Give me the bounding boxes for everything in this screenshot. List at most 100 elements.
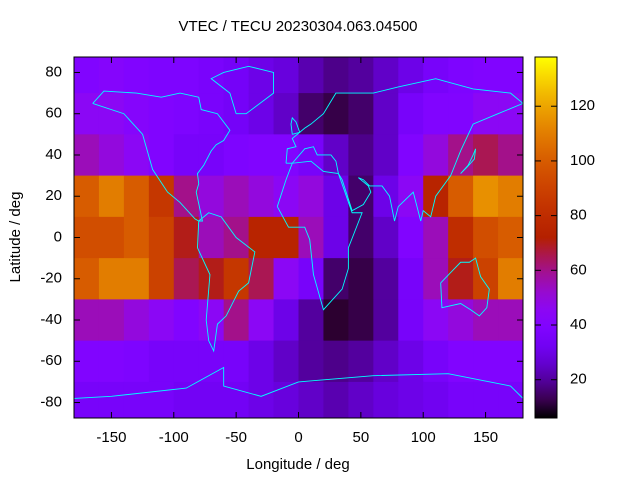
heatmap-cell bbox=[348, 134, 374, 177]
coastline bbox=[441, 258, 490, 316]
heatmap-cell bbox=[448, 340, 474, 383]
heatmap-cell bbox=[223, 299, 250, 342]
heatmap-cell bbox=[98, 175, 125, 218]
heatmap-cell bbox=[223, 134, 250, 177]
heatmap-cell bbox=[448, 258, 474, 300]
heatmap-cell bbox=[273, 93, 299, 135]
y-tick-label: 20 bbox=[45, 187, 62, 204]
heatmap-cell bbox=[473, 216, 499, 259]
heatmap-cell bbox=[148, 93, 175, 135]
heatmap-cell bbox=[448, 134, 474, 177]
heatmap-cell bbox=[423, 340, 449, 383]
heatmap-cell bbox=[173, 258, 200, 300]
heatmap-cell bbox=[98, 381, 125, 418]
heatmap-cell bbox=[323, 57, 349, 94]
heatmap-cell bbox=[98, 216, 125, 259]
heatmap-cell bbox=[248, 340, 275, 383]
heatmap-cell bbox=[98, 340, 125, 383]
heatmap-cell bbox=[398, 175, 424, 218]
heatmap-cell bbox=[198, 381, 225, 418]
heatmap-cell bbox=[298, 258, 324, 300]
heatmap-cell bbox=[148, 216, 175, 259]
heatmap-cell bbox=[448, 57, 474, 94]
x-tick-label: -50 bbox=[225, 429, 247, 446]
heatmap-cell bbox=[348, 381, 374, 418]
heatmap-cell bbox=[198, 340, 225, 383]
heatmap-cell bbox=[348, 57, 374, 94]
heatmap-cell bbox=[398, 299, 424, 342]
heatmap-cell bbox=[448, 175, 474, 218]
heatmap-cell bbox=[373, 216, 399, 259]
heatmap-cell bbox=[223, 381, 250, 418]
heatmap-cell bbox=[248, 57, 275, 94]
heatmap-cell bbox=[273, 175, 299, 218]
colorbar-tick-label: 20 bbox=[570, 371, 587, 388]
heatmap-cell bbox=[148, 57, 175, 94]
coastline bbox=[74, 367, 523, 398]
heatmap-cell bbox=[223, 175, 250, 218]
heatmap-cell bbox=[248, 299, 275, 342]
heatmap-cell bbox=[148, 258, 175, 300]
heatmap-cell bbox=[448, 93, 474, 135]
y-tick-label: -80 bbox=[40, 393, 62, 410]
y-tick-label: -40 bbox=[40, 311, 62, 328]
heatmap-cell bbox=[173, 340, 200, 383]
heatmap-cell bbox=[273, 57, 299, 94]
x-tick-label: 50 bbox=[353, 429, 370, 446]
heatmap-cell bbox=[373, 175, 399, 218]
heatmap-cell bbox=[473, 93, 499, 135]
heatmap-cell bbox=[423, 93, 449, 135]
x-tick-label: 0 bbox=[294, 429, 302, 446]
heatmap-cell bbox=[298, 381, 324, 418]
heatmap-cell bbox=[74, 57, 100, 94]
heatmap-cell bbox=[373, 258, 399, 300]
heatmap-cell bbox=[248, 175, 275, 218]
heatmap-cell bbox=[248, 216, 275, 259]
heatmap-cell bbox=[273, 340, 299, 383]
heatmap-cell bbox=[148, 134, 175, 177]
y-tick-label: 0 bbox=[54, 228, 62, 245]
coastline bbox=[286, 79, 523, 221]
heatmap-cell bbox=[323, 258, 349, 300]
coastline bbox=[277, 161, 362, 310]
heatmap-cell bbox=[323, 93, 349, 135]
heatmap-cell bbox=[373, 93, 399, 135]
heatmap-cell bbox=[498, 57, 523, 94]
y-axis-label: Latitude / deg bbox=[7, 192, 24, 283]
heatmap-cell bbox=[223, 258, 250, 300]
heatmap-cell bbox=[398, 216, 424, 259]
coastline bbox=[93, 91, 230, 221]
heatmap-cell bbox=[298, 340, 324, 383]
colorbar-tick-label: 60 bbox=[570, 261, 587, 278]
heatmap-cell bbox=[123, 381, 150, 418]
heatmap-cell bbox=[398, 258, 424, 300]
heatmap-cell bbox=[498, 381, 523, 418]
heatmap-cell bbox=[398, 340, 424, 383]
heatmap-cell bbox=[148, 175, 175, 218]
heatmap-cell bbox=[298, 93, 324, 135]
heatmap-cell bbox=[373, 134, 399, 177]
heatmap-cell bbox=[323, 216, 349, 259]
heatmap-cell bbox=[198, 134, 225, 177]
heatmap-cell bbox=[423, 216, 449, 259]
heatmap-cell bbox=[298, 57, 324, 94]
heatmap-cell bbox=[273, 258, 299, 300]
coastline bbox=[461, 149, 476, 174]
heatmap-cell bbox=[173, 134, 200, 177]
heatmap-cell bbox=[148, 340, 175, 383]
heatmap-cell bbox=[473, 57, 499, 94]
coastlines bbox=[74, 66, 523, 398]
heatmap-cell bbox=[98, 57, 125, 94]
heatmap-cell bbox=[473, 381, 499, 418]
heatmap-cell bbox=[423, 381, 449, 418]
heatmap-cell bbox=[173, 216, 200, 259]
heatmap-cell bbox=[98, 299, 125, 342]
heatmap-cell bbox=[448, 216, 474, 259]
heatmap-cell bbox=[423, 299, 449, 342]
heatmap-cell bbox=[348, 340, 374, 383]
heatmap-cell bbox=[373, 381, 399, 418]
heatmap-cell bbox=[323, 175, 349, 218]
colorbar-tick-label: 120 bbox=[570, 97, 595, 114]
heatmap-cell bbox=[398, 93, 424, 135]
